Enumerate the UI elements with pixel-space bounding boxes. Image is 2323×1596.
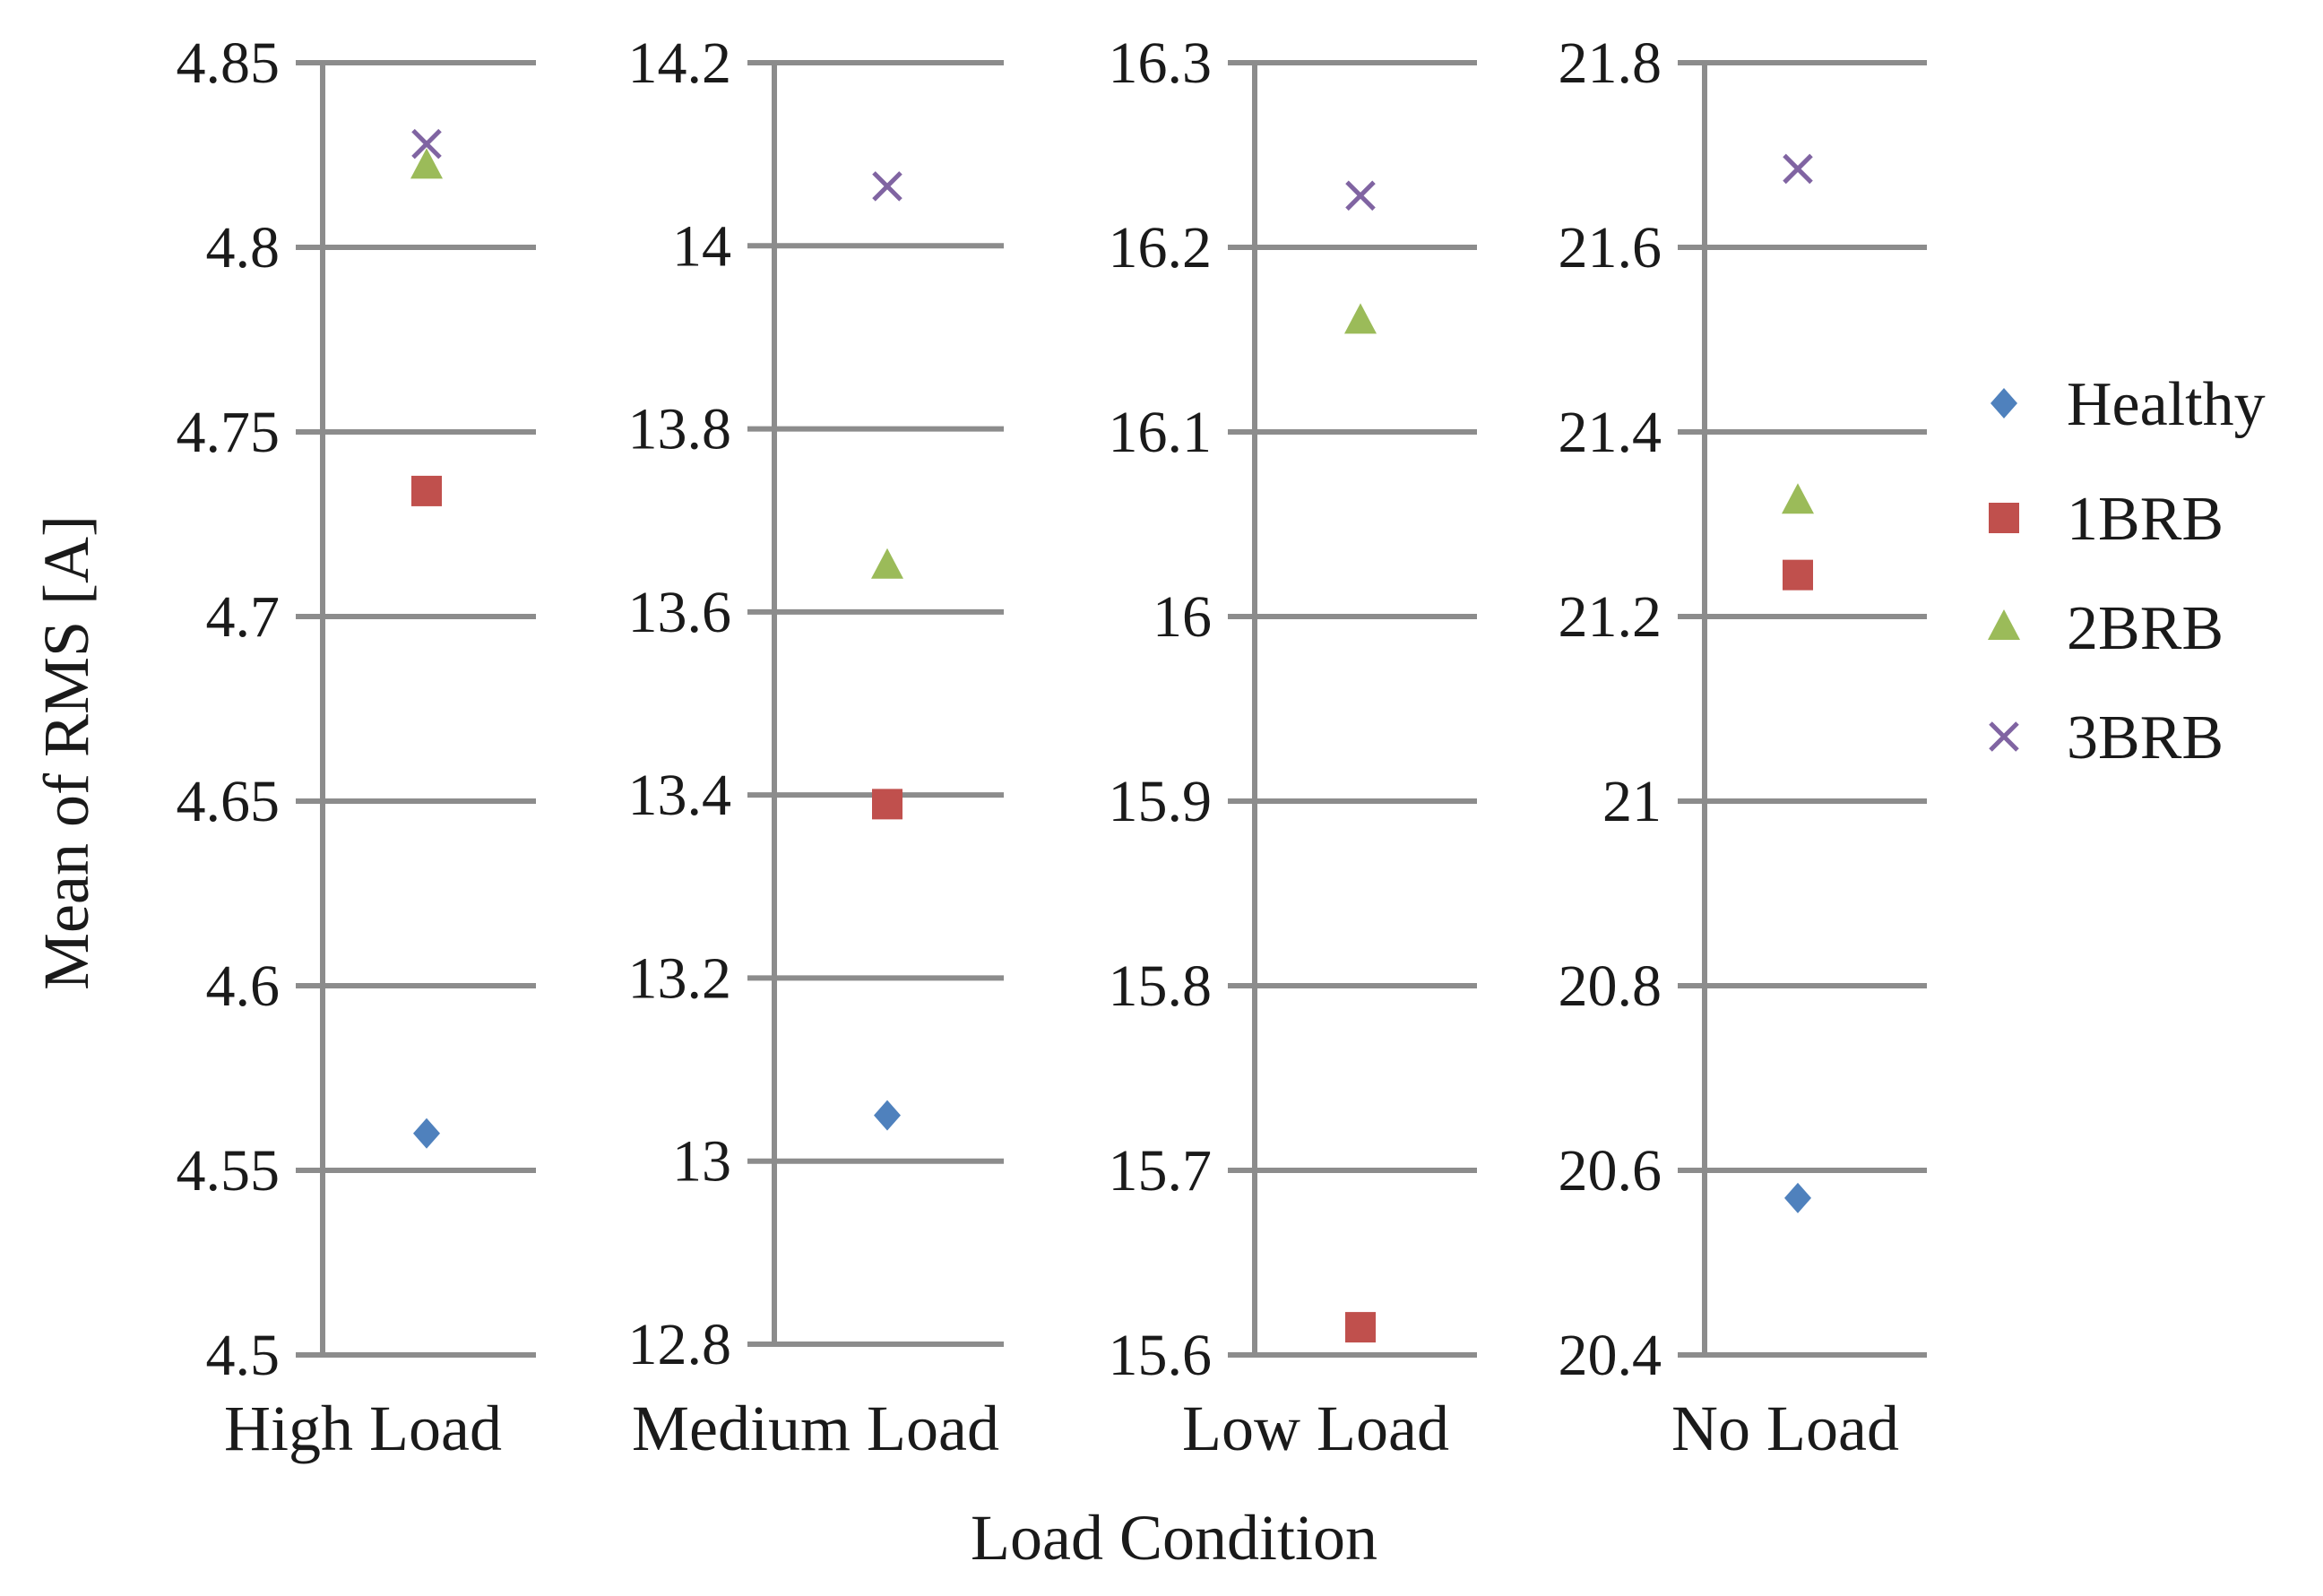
legend-label: 2BRB [2067, 594, 2224, 663]
y-tick-label: 4.8 [206, 215, 281, 280]
y-axis-title: Mean of RMS [A] [30, 515, 102, 990]
y-tick-label: 21.4 [1559, 400, 1662, 465]
legend-label: 3BRB [2067, 703, 2224, 772]
point-3brb [411, 128, 442, 160]
point-2brb [410, 148, 443, 179]
x-axis-title: Load Condition [971, 1502, 1377, 1574]
y-tick-label: 20.6 [1559, 1138, 1662, 1203]
y-tick-label: 12.8 [628, 1312, 732, 1377]
point-1brb [872, 789, 902, 820]
y-tick-label: 13.2 [628, 945, 732, 1011]
legend-item-1brb: 1BRB [1989, 485, 2224, 554]
y-tick-label: 13.6 [628, 580, 732, 645]
point-healthy [413, 1117, 440, 1149]
diamond-legend-marker [1991, 388, 2017, 418]
y-tick-label: 16.1 [1109, 400, 1213, 465]
x-legend-marker [1989, 721, 2019, 752]
y-tick-label: 4.6 [206, 953, 281, 1019]
x-category-label: Medium Load [632, 1393, 999, 1464]
legend-item-healthy: Healthy [1991, 370, 2266, 439]
y-tick-label: 21.8 [1559, 30, 1662, 96]
panel-medium-load: 14.2 14 13.8 13.6 13.4 13.2 13 12.8 Medium Load [628, 30, 1004, 1464]
y-tick-label: 16.3 [1109, 30, 1213, 96]
point-2brb [1344, 303, 1377, 334]
y-tick-label: 13.8 [628, 397, 732, 462]
point-1brb [411, 475, 442, 506]
y-tick-label: 20.4 [1559, 1323, 1662, 1388]
y-tick-label: 13 [672, 1129, 731, 1195]
point-2brb [1782, 483, 1814, 514]
triangle-legend-marker [1988, 609, 2020, 640]
square-legend-marker [1989, 503, 2019, 533]
y-tick-label: 14 [672, 213, 731, 279]
y-tick-label: 20.8 [1559, 953, 1662, 1019]
x-category-label: Low Load [1182, 1393, 1449, 1464]
y-tick-label: 15.6 [1109, 1323, 1213, 1388]
y-tick-label: 4.75 [177, 400, 281, 465]
y-tick-label: 21.6 [1559, 215, 1662, 280]
point-2brb [871, 548, 903, 579]
point-1brb [1345, 1312, 1376, 1343]
y-tick-label: 14.2 [628, 30, 732, 96]
point-1brb [1783, 559, 1813, 591]
y-tick-label: 4.85 [177, 30, 281, 96]
x-category-label: No Load [1671, 1393, 1899, 1464]
point-3brb [872, 171, 902, 202]
y-tick-label: 4.5 [206, 1323, 281, 1388]
y-tick-label: 15.7 [1109, 1138, 1213, 1203]
y-tick-label: 15.9 [1109, 769, 1213, 834]
point-healthy [1784, 1182, 1811, 1213]
panel-no-load: 21.8 21.6 21.4 21.2 21 20.8 20.6 20.4No Load [1559, 30, 1927, 1464]
y-tick-label: 21.2 [1559, 584, 1662, 650]
y-tick-label: 16.2 [1109, 215, 1213, 280]
y-tick-label: 4.55 [177, 1138, 281, 1203]
x-category-label: High Load [224, 1393, 502, 1464]
y-tick-label: 4.65 [177, 769, 281, 834]
y-tick-label: 13.4 [628, 763, 732, 828]
legend-item-2brb: 2BRB [1988, 594, 2224, 663]
point-healthy [874, 1100, 901, 1131]
y-tick-label: 21 [1602, 769, 1662, 834]
point-3brb [1345, 180, 1376, 211]
point-3brb [1783, 153, 1813, 185]
legend-item-3brb: 3BRB [1989, 703, 2224, 772]
y-tick-label: 16 [1153, 584, 1212, 650]
y-tick-label: 4.7 [206, 584, 281, 650]
legend-label: 1BRB [2067, 485, 2224, 554]
legend-label: Healthy [2067, 370, 2266, 439]
legend: Healthy 1BRB 2BRB 3BRB [1988, 370, 2266, 772]
y-tick-label: 15.8 [1109, 953, 1213, 1019]
